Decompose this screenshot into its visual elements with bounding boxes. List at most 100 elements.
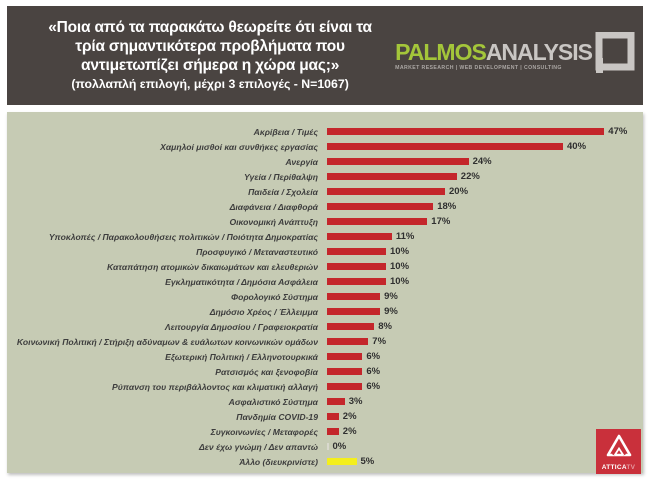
chart-row: Συγκοινωνίες / Μεταφορές 2%	[7, 424, 643, 439]
value-label: 10%	[390, 261, 410, 272]
category-label: Προσφυγικό / Μεταναστευτικό	[196, 246, 318, 257]
value-label: 6%	[366, 381, 381, 392]
value-label: 11%	[395, 231, 415, 242]
value-label: 17%	[431, 216, 451, 227]
category-label: Ακρίβεια / Τιμές	[253, 126, 318, 137]
question-subtitle: (πολλαπλή επιλογή, μέχρι 3 επιλογές - N=…	[71, 77, 349, 91]
bar	[327, 428, 339, 435]
attica-tv-label: ATTICATV	[602, 464, 636, 471]
category-label: Εξωτερική Πολιτική / Ελληνοτουρκικά	[165, 351, 318, 362]
chart-row: Οικονομική Ανάπτυξη 17%	[7, 214, 643, 229]
bar	[327, 458, 357, 465]
chart-row: Ασφαλιστικό Σύστημα 3%	[7, 394, 643, 409]
value-label: 47%	[608, 126, 628, 137]
attica-tv-logo: ATTICATV	[596, 429, 641, 474]
chart-row: Προσφυγικό / Μεταναστευτικό 10%	[7, 244, 643, 259]
attica-tv-suffix: TV	[626, 464, 636, 471]
category-label: Ανεργία	[285, 156, 318, 167]
chart-row: Εγκληματικότητα / Δημόσια Ασφάλεια 10%	[7, 274, 643, 289]
value-label: 8%	[378, 321, 392, 332]
chart-row: Δεν έχω γνώμη / Δεν απαντώ 0%	[7, 439, 643, 454]
category-label: Δεν έχω γνώμη / Δεν απαντώ	[199, 441, 318, 452]
chart-row: Πανδημία COVID-19 2%	[7, 409, 643, 424]
chart-row: Άλλο (διευκρινίστε) 5%	[7, 454, 643, 469]
bar	[327, 443, 329, 450]
value-label: 9%	[384, 291, 398, 302]
chart-row: Λειτουργία Δημοσίου / Γραφειοκρατία 8%	[7, 319, 643, 334]
value-label: 22%	[460, 171, 480, 182]
attica-triangle-icon	[604, 433, 634, 464]
category-label: Συγκοινωνίες / Μεταφορές	[210, 426, 318, 437]
category-label: Ρατσισμός και ξενοφοβία	[215, 366, 318, 377]
header: «Ποια από τα παρακάτω θεωρείτε ότι είναι…	[7, 6, 643, 105]
palmos-logo-wordmark: PALMOSANALYSIS	[395, 38, 593, 65]
value-label: 6%	[366, 351, 381, 362]
value-label: 10%	[390, 276, 410, 287]
value-label: 24%	[472, 156, 492, 167]
chart-row: Υγεία / Περίθαλψη 22%	[7, 169, 643, 184]
chart-row: Διαφάνεια / Διαφθορά 18%	[7, 199, 643, 214]
value-label: 9%	[384, 306, 398, 317]
chart-row: Κοινωνική Πολιτική / Στήριξη αδύναμων & …	[7, 334, 643, 349]
value-label: 7%	[372, 336, 387, 347]
chart-row: Καταπάτηση ατομικών δικαιωμάτων και ελευ…	[7, 259, 643, 274]
value-label: 2%	[342, 426, 357, 437]
category-label: Υποκλοπές / Παρακολουθήσεις πολιτικών / …	[48, 231, 318, 242]
value-label: 20%	[449, 186, 469, 197]
category-label: Οικονομική Ανάπτυξη	[229, 216, 318, 227]
chart-row: Ανεργία 24%	[7, 154, 643, 169]
bar	[327, 353, 363, 360]
category-label: Χαμηλοί μισθοί και συνθήκες εργασίας	[160, 141, 318, 152]
value-label: 2%	[342, 411, 357, 422]
category-label: Πανδημία COVID-19	[236, 411, 318, 422]
bar	[327, 158, 469, 165]
category-label: Ασφαλιστικό Σύστημα	[228, 396, 318, 407]
bar	[327, 188, 445, 195]
bar	[327, 338, 369, 345]
category-label: Φορολογικό Σύστημα	[231, 291, 318, 302]
palmos-square-icon	[595, 31, 635, 79]
chart-row: Ακρίβεια / Τιμές 47%	[7, 124, 643, 139]
palmos-logo-part2: ANALYSIS	[485, 38, 593, 65]
bar	[327, 128, 605, 135]
bar	[327, 173, 457, 180]
palmos-logo-text: PALMOSANALYSIS MARKET RESEARCH | WEB DEV…	[395, 38, 593, 71]
category-label: Άλλο (διευκρινίστε)	[239, 456, 318, 467]
category-label: Διαφάνεια / Διαφθορά	[229, 201, 318, 212]
value-label: 18%	[437, 201, 457, 212]
chart-row: Δημόσιο Χρέος / Έλλειμμα 9%	[7, 304, 643, 319]
attica-brand: ATTICA	[601, 464, 627, 471]
bar-chart: Ακρίβεια / Τιμές 47% Χαμηλοί μισθοί και συ…	[7, 112, 643, 469]
palmos-analysis-logo: PALMOSANALYSIS MARKET RESEARCH | WEB DEV…	[395, 31, 643, 79]
chart-row: Ρύπανση του περιβάλλοντος και κλιματική …	[7, 379, 643, 394]
value-label: 0%	[332, 441, 347, 452]
category-label: Δημόσιο Χρέος / Έλλειμμα	[209, 306, 318, 317]
value-label: 5%	[360, 456, 375, 467]
question-line-3: αντιμετωπίζει σήμερα η χώρα μας;»	[81, 57, 340, 74]
category-label: Κοινωνική Πολιτική / Στήριξη αδύναμων & …	[16, 336, 318, 347]
value-label: 6%	[366, 366, 381, 377]
chart-row: Φορολογικό Σύστημα 9%	[7, 289, 643, 304]
palmos-logo-tagline: MARKET RESEARCH | WEB DEVELOPMENT | CONS…	[395, 64, 562, 71]
category-label: Λειτουργία Δημοσίου / Γραφειοκρατία	[164, 321, 318, 332]
palmos-logo-part1: PALMOS	[395, 38, 487, 65]
bar	[327, 308, 381, 315]
bar	[327, 218, 428, 225]
bar	[327, 323, 375, 330]
question-line-2: τρία σημαντικότερα προβλήματα που	[75, 38, 345, 55]
survey-question: «Ποια από τα παρακάτω θεωρείτε ότι είναι…	[7, 18, 395, 93]
chart-panel: Ακρίβεια / Τιμές 47% Χαμηλοί μισθοί και συ…	[7, 112, 643, 473]
bar	[327, 413, 339, 420]
bar	[327, 233, 392, 240]
bar	[327, 278, 386, 285]
value-label: 3%	[348, 396, 363, 407]
category-label: Παιδεία / Σχολεία	[248, 186, 318, 197]
chart-row: Υποκλοπές / Παρακολουθήσεις πολιτικών / …	[7, 229, 643, 244]
bar	[327, 398, 345, 405]
bar	[327, 383, 363, 390]
category-label: Εγκληματικότητα / Δημόσια Ασφάλεια	[165, 276, 318, 287]
chart-row: Εξωτερική Πολιτική / Ελληνοτουρκικά 6%	[7, 349, 643, 364]
question-line-1: «Ποια από τα παρακάτω θεωρείτε ότι είναι…	[48, 19, 372, 36]
value-label: 40%	[567, 141, 587, 152]
